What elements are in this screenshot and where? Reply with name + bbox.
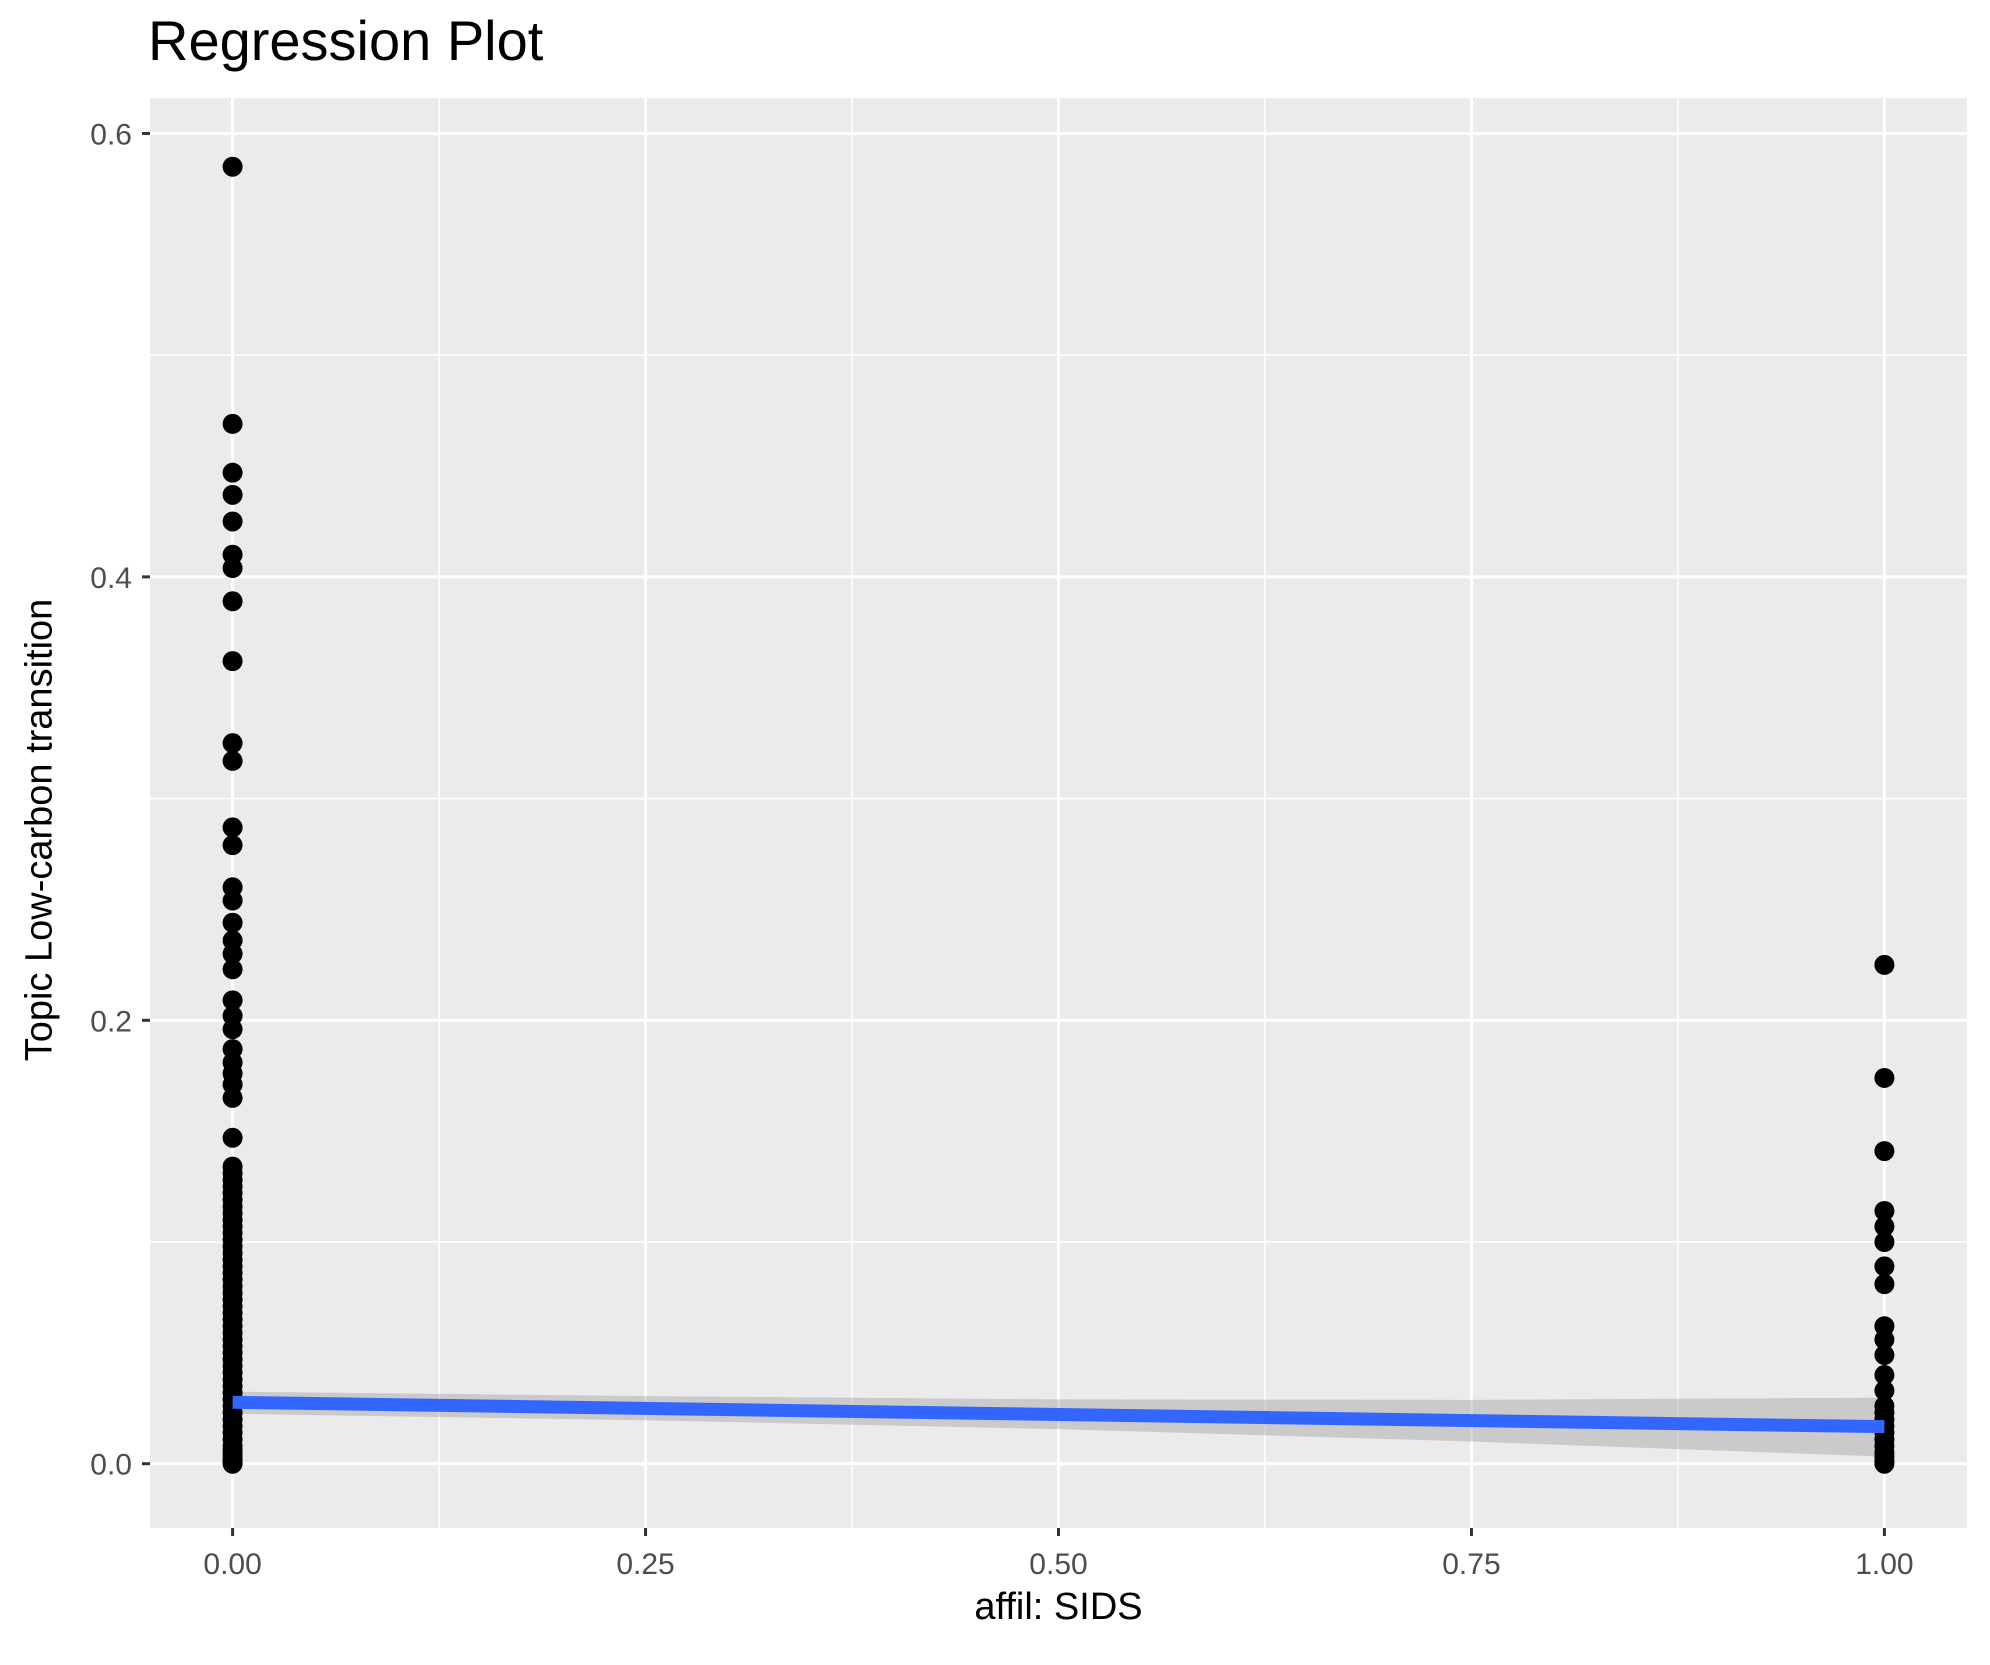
data-point [1874, 1453, 1895, 1474]
data-point [222, 511, 243, 532]
data-point [1874, 1216, 1895, 1237]
x-tick-label: 0.25 [616, 1548, 674, 1581]
data-point [222, 1127, 243, 1148]
plot-title: Regression Plot [148, 9, 544, 72]
data-point [1874, 1232, 1895, 1252]
y-axis-title: Topic Low-carbon transition [18, 598, 61, 1062]
data-point [222, 651, 243, 672]
y-tick-label: 0.2 [90, 1005, 132, 1038]
x-tick-label: 0.75 [1442, 1548, 1500, 1581]
data-point [1874, 1329, 1895, 1350]
data-point [1874, 1365, 1895, 1386]
x-tick-label: 0.00 [203, 1548, 261, 1581]
data-point [1874, 1141, 1895, 1162]
data-point [1874, 1067, 1895, 1088]
data-point [222, 943, 243, 964]
data-point [1874, 1274, 1895, 1295]
data-point [222, 959, 243, 980]
data-point [222, 733, 243, 754]
data-point [1874, 1256, 1895, 1277]
x-tick-label: 0.50 [1029, 1548, 1087, 1581]
data-point [222, 484, 243, 505]
data-point [222, 912, 243, 933]
data-point [1874, 1200, 1895, 1221]
data-point [222, 835, 243, 856]
data-point [222, 1019, 243, 1040]
data-point [222, 558, 243, 579]
data-point [222, 156, 243, 177]
x-axis-title: affil: SIDS [974, 1586, 1143, 1628]
regression-line [232, 1395, 1885, 1434]
data-point [222, 990, 243, 1011]
data-point [1874, 1345, 1895, 1366]
data-point [222, 1087, 243, 1108]
data-point [222, 817, 243, 838]
y-tick-label: 0.4 [90, 562, 132, 595]
y-tick-label: 0.0 [90, 1449, 132, 1482]
data-point [222, 591, 243, 612]
data-point [222, 462, 243, 483]
data-point [1874, 954, 1895, 975]
y-tick-label: 0.6 [90, 118, 132, 151]
data-point [222, 890, 243, 911]
data-point [1874, 1380, 1895, 1401]
data-point [222, 1453, 243, 1474]
data-point [222, 750, 243, 771]
data-point [222, 413, 243, 434]
x-tick-label: 1.00 [1855, 1548, 1913, 1581]
